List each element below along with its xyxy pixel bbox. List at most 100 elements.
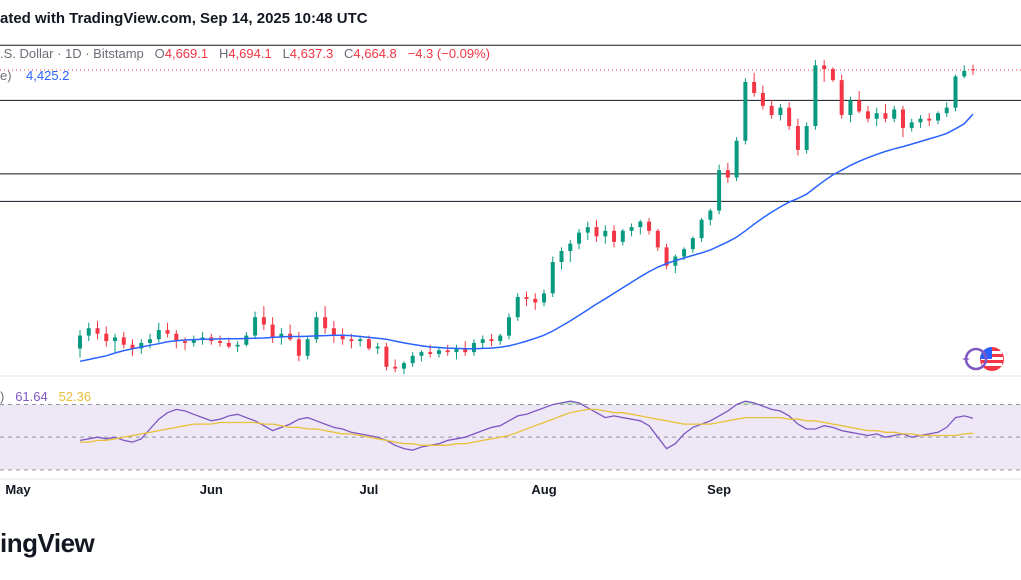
candle[interactable] [865, 105, 870, 123]
candle[interactable] [480, 335, 485, 349]
candle[interactable] [673, 254, 678, 274]
candle[interactable] [113, 333, 118, 353]
candle[interactable] [253, 311, 258, 340]
candle[interactable] [305, 335, 310, 360]
candle[interactable] [752, 72, 757, 97]
candle[interactable] [830, 67, 835, 82]
candle[interactable] [813, 59, 818, 130]
ma-legend[interactable]: e) 4,425.2 [0, 68, 69, 83]
candle[interactable] [760, 85, 765, 110]
candle[interactable] [156, 322, 161, 343]
candle[interactable] [288, 324, 293, 342]
candle[interactable] [935, 111, 940, 125]
rsi-legend[interactable]: ) 61.64 52.36 [0, 389, 91, 404]
candle[interactable] [655, 228, 660, 252]
candle[interactable] [393, 359, 398, 373]
moving-average-line[interactable] [79, 113, 974, 363]
candle[interactable] [542, 289, 547, 307]
candle[interactable] [778, 104, 783, 121]
candle[interactable] [191, 335, 196, 347]
candle[interactable] [515, 293, 520, 321]
candle[interactable] [445, 344, 450, 356]
candle[interactable] [743, 78, 748, 145]
candle[interactable] [533, 293, 538, 310]
symbol-label[interactable]: .S. Dollar · 1D · Bitstamp [0, 46, 144, 61]
candle[interactable] [585, 221, 590, 240]
candle[interactable] [962, 65, 967, 79]
candle[interactable] [804, 122, 809, 154]
candle[interactable] [944, 102, 949, 117]
candle[interactable] [121, 331, 126, 349]
candle[interactable] [787, 102, 792, 130]
candle[interactable] [839, 74, 844, 119]
candle[interactable] [174, 330, 179, 349]
candle[interactable] [454, 344, 459, 360]
candle[interactable] [909, 118, 914, 132]
candle[interactable] [638, 219, 643, 235]
us-flag-icon[interactable] [956, 345, 1008, 373]
candle[interactable] [165, 322, 170, 338]
candle[interactable] [331, 320, 336, 343]
candle[interactable] [314, 311, 319, 343]
candle[interactable] [436, 346, 441, 358]
candle[interactable] [218, 335, 223, 347]
candle[interactable] [130, 339, 135, 356]
candle-body [918, 118, 923, 123]
candle[interactable] [927, 113, 932, 127]
candle[interactable] [261, 306, 266, 331]
candle[interactable] [664, 243, 669, 270]
candle[interactable] [918, 115, 923, 128]
candle[interactable] [612, 225, 617, 248]
candle[interactable] [410, 352, 415, 367]
candle[interactable] [340, 328, 345, 345]
candle[interactable] [647, 217, 652, 235]
candle[interactable] [699, 217, 704, 242]
candle[interactable] [200, 331, 205, 345]
candle-body [734, 140, 739, 178]
candle[interactable] [375, 342, 380, 354]
candle[interactable] [471, 339, 476, 356]
candle[interactable] [358, 335, 363, 347]
candle[interactable] [498, 333, 503, 345]
candle[interactable] [848, 96, 853, 123]
candle[interactable] [594, 219, 599, 242]
candle[interactable] [734, 137, 739, 182]
candle[interactable] [629, 223, 634, 237]
candle[interactable] [95, 320, 100, 340]
candle[interactable] [568, 240, 573, 263]
candle[interactable] [795, 118, 800, 156]
candle[interactable] [78, 330, 82, 358]
candle[interactable] [323, 306, 328, 334]
candle[interactable] [86, 322, 91, 342]
candle[interactable] [892, 105, 897, 123]
candle[interactable] [900, 105, 905, 138]
candle[interactable] [883, 104, 888, 123]
candle[interactable] [717, 164, 722, 215]
candle[interactable] [971, 64, 975, 76]
candle[interactable] [708, 208, 713, 226]
candle[interactable] [577, 228, 582, 250]
candle[interactable] [822, 59, 827, 82]
candle[interactable] [620, 228, 625, 246]
candle[interactable] [384, 342, 389, 371]
candle[interactable] [690, 236, 695, 253]
candle[interactable] [104, 326, 109, 347]
candle[interactable] [953, 74, 958, 112]
rsi-ma-line[interactable] [80, 408, 974, 446]
candle[interactable] [235, 341, 240, 353]
candle[interactable] [506, 313, 511, 340]
candle[interactable] [857, 91, 862, 114]
candle[interactable] [725, 162, 730, 184]
candle[interactable] [419, 350, 424, 362]
candle[interactable] [550, 256, 555, 297]
rsi-line[interactable] [79, 400, 974, 451]
candle[interactable] [524, 291, 529, 307]
candle[interactable] [401, 361, 406, 375]
candle[interactable] [874, 107, 879, 127]
candle[interactable] [559, 247, 564, 270]
candle[interactable] [270, 317, 275, 343]
candle[interactable] [603, 225, 608, 244]
candle[interactable] [769, 100, 774, 119]
candle[interactable] [489, 333, 494, 347]
